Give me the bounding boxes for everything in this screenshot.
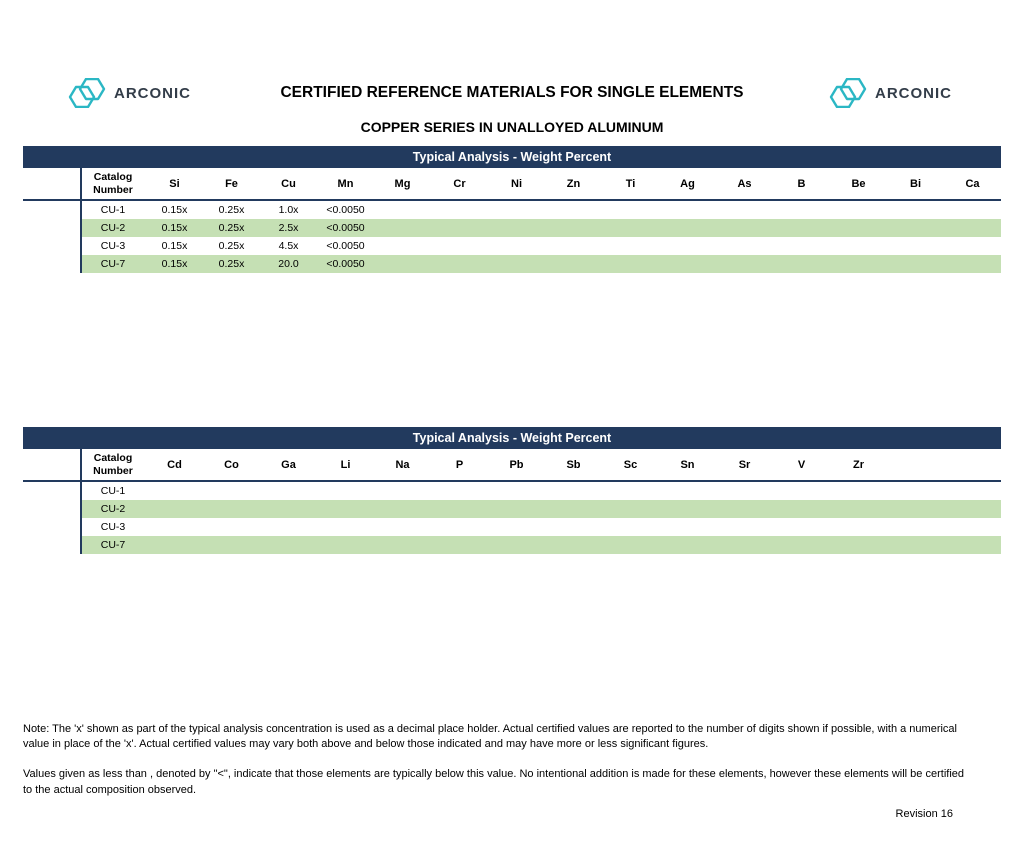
table-left-rule [80,449,82,554]
logo-wordmark: ARCONIC [875,84,952,102]
analysis-table-1: Typical Analysis - Weight Percent Catalo… [23,146,1001,273]
table-row-cu-2: CU-2 [80,500,1001,518]
column-header-sc: Sc [623,458,638,471]
catalog-number: CU-2 [100,222,126,234]
column-header-co: Co [224,458,239,471]
cell-cu-2-si: 0.15x [161,222,188,234]
cell-cu-3-mn: <0.0050 [326,240,365,252]
column-header-v: V [797,458,806,471]
catalog-number: CU-3 [100,240,126,252]
column-header-cr: Cr [453,177,466,190]
page-subtitle: COPPER SERIES IN UNALLOYED ALUMINUM [360,119,664,135]
page-title: CERTIFIED REFERENCE MATERIALS FOR SINGLE… [280,84,744,101]
table-header-row: Catalog Number Si Fe Cu Mn Mg Cr Ni Zn Ti Ag As B Be… [23,168,1001,201]
column-header-b: B [797,177,806,190]
table-row-cu-1: CU-1 0.15x 0.25x 1.0x <0.0050 [80,201,1001,219]
column-header-zn: Zn [566,177,581,190]
cell-cu-7-si: 0.15x [161,258,188,270]
column-header-bi: Bi [910,177,921,190]
table-row-cu-2: CU-2 0.15x 0.25x 2.5x <0.0050 [80,219,1001,237]
table-row-cu-3: CU-3 [80,518,1001,536]
logo-right: ARCONIC [829,78,952,108]
cell-cu-1-si: 0.15x [161,204,188,216]
column-header-li: Li [340,458,351,471]
cell-cu-3-fe: 0.25x [218,240,245,252]
cell-cu-7-fe: 0.25x [218,258,245,270]
analysis-table-2: Typical Analysis - Weight Percent Catalo… [23,427,1001,554]
column-header-ga: Ga [281,458,296,471]
catalog-number: CU-7 [100,258,126,270]
table-left-rule [80,168,82,273]
cell-cu-2-mn: <0.0050 [326,222,365,234]
column-header-ti: Ti [625,177,636,190]
table-row-cu-7: CU-7 [80,536,1001,554]
column-header-sn: Sn [680,458,695,471]
cell-cu-3-si: 0.15x [161,240,188,252]
cell-cu-7-mn: <0.0050 [326,258,365,270]
revision-label: Revision 16 [895,808,953,820]
column-header-as: As [737,177,752,190]
catalog-header-line2: Number [93,183,133,196]
table-body: CU-1 0.15x 0.25x 1.0x <0.0050 CU-2 0.15x 0.25x 2… [23,201,1001,273]
table-banner: Typical Analysis - Weight Percent [23,146,1001,168]
cell-cu-7-cu: 20.0 [278,258,299,270]
column-header-be: Be [851,177,866,190]
column-header-na: Na [395,458,410,471]
catalog-header-line2: Number [93,464,133,477]
catalog-number: CU-7 [100,539,126,551]
table-row-cu-3: CU-3 0.15x 0.25x 4.5x <0.0050 [80,237,1001,255]
cell-cu-3-cu: 4.5x [278,240,299,252]
column-header-ca: Ca [965,177,980,190]
logo-wordmark: ARCONIC [114,84,191,102]
catalog-number-header: Catalog Number [80,452,146,476]
table-body: CU-1 CU-2 CU-3 CU-7 [23,482,1001,554]
catalog-header-line1: Catalog [93,171,133,184]
catalog-number-header: Catalog Number [80,171,146,195]
note-paragraph-1: Note: The 'x' shown as part of the typic… [23,723,957,751]
table-banner: Typical Analysis - Weight Percent [23,427,1001,449]
cell-cu-1-mn: <0.0050 [326,204,365,216]
column-header-p: P [455,458,464,471]
column-header-si: Si [169,177,180,190]
column-header-cd: Cd [167,458,182,471]
column-header-ag: Ag [680,177,695,190]
cell-cu-2-fe: 0.25x [218,222,245,234]
catalog-number: CU-1 [100,204,126,216]
cell-cu-1-fe: 0.25x [218,204,245,216]
catalog-number: CU-1 [100,485,126,497]
column-header-sr: Sr [738,458,751,471]
arconic-logo-icon [68,78,106,108]
catalog-number: CU-2 [100,503,126,515]
column-header-mg: Mg [394,177,411,190]
column-header-mn: Mn [337,177,354,190]
notes-block: Note: The 'x' shown as part of the typic… [23,722,968,813]
table-row-cu-1: CU-1 [80,482,1001,500]
column-header-zr: Zr [853,458,864,471]
arconic-logo-icon [829,78,867,108]
catalog-number: CU-3 [100,521,126,533]
column-header-sb: Sb [566,458,581,471]
cell-cu-2-cu: 2.5x [278,222,299,234]
column-header-ni: Ni [511,177,522,190]
logo-left: ARCONIC [68,78,191,108]
table-header-row: Catalog Number Cd Co Ga Li Na P Pb Sb Sc Sn Sr V Zr [23,449,1001,482]
column-header-fe: Fe [225,177,238,190]
cell-cu-1-cu: 1.0x [278,204,299,216]
table-row-cu-7: CU-7 0.15x 0.25x 20.0 <0.0050 [80,255,1001,273]
column-header-pb: Pb [509,458,524,471]
column-header-cu: Cu [281,177,296,190]
catalog-header-line1: Catalog [93,452,133,465]
note-paragraph-2: Values given as less than , denoted by "… [23,768,964,796]
